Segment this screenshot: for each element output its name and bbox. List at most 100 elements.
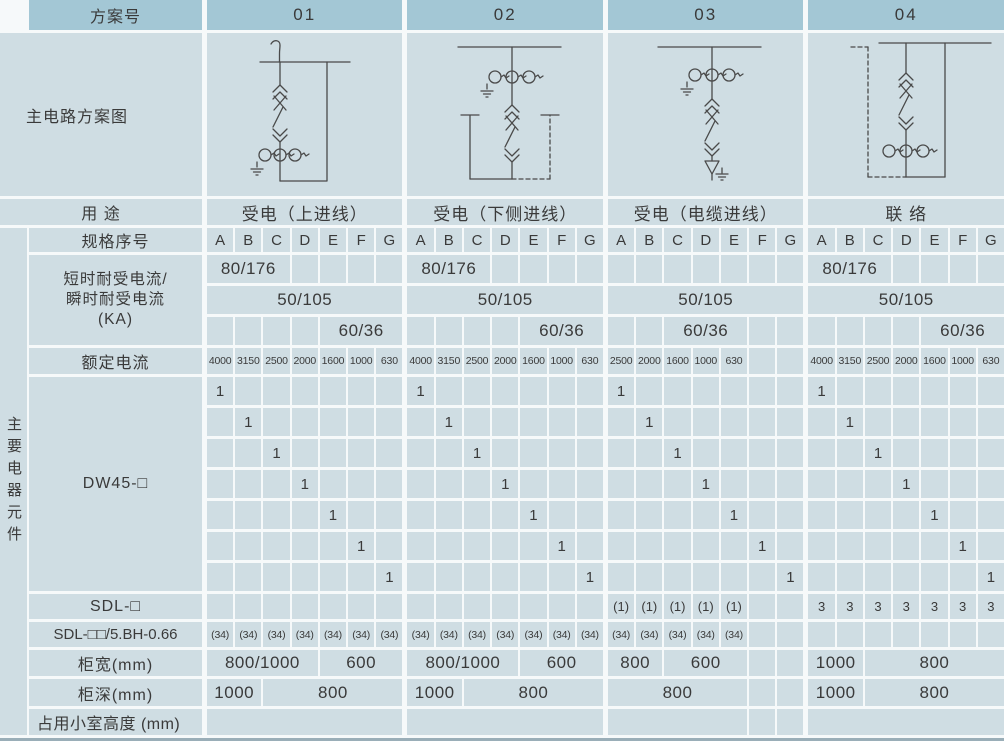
dw45-qty-cell <box>492 408 519 436</box>
dw45-qty-cell <box>720 470 748 498</box>
rated-current-cell: 1600 <box>664 348 691 374</box>
withstand-value-cell <box>777 317 804 345</box>
dw45-qty-cell <box>836 377 863 405</box>
one-line-diagram-incoming-top <box>250 40 351 182</box>
withstand-value-cell <box>893 317 920 345</box>
dw45-qty-cell <box>664 470 691 498</box>
dw45-qty-cell <box>808 563 835 591</box>
dw45-qty-cell <box>949 408 976 436</box>
dw45-qty-cell <box>492 532 519 560</box>
cabinet-depth-cell: 800 <box>607 679 748 706</box>
sdl2-qty-cell: (34) <box>348 622 375 647</box>
withstand-current-label-line1: 短时耐受电流/ <box>63 270 168 288</box>
dw45-breaker-label: DW45-□ <box>29 377 202 591</box>
spec-letter-cell: C <box>463 228 491 252</box>
cabinet-depth-cell <box>749 679 776 706</box>
sdl2-qty-cell <box>808 622 835 647</box>
cabinet-width-cell: 600 <box>664 650 748 676</box>
dw45-qty-cell <box>777 532 804 560</box>
spec-letter-cell: G <box>376 228 403 252</box>
withstand-value-cell <box>749 317 776 345</box>
withstand-value-cell <box>777 255 804 283</box>
withstand-value-cell <box>435 317 462 345</box>
compartment-height-cell <box>777 709 804 735</box>
sdl2-qty-cell <box>949 622 976 647</box>
cabinet-depth-cell: 1000 <box>207 679 262 706</box>
sdl-qty-cell <box>263 594 290 619</box>
sdl-qty-cell <box>777 594 804 619</box>
sdl2-qty-cell <box>777 622 804 647</box>
dw45-qty-cell <box>263 408 290 436</box>
dw45-qty-cell <box>636 501 663 529</box>
dw45-qty-cell <box>692 408 719 436</box>
withstand-value-cell <box>407 317 434 345</box>
spec-letter-cell: F <box>749 228 776 252</box>
sdl-qty-cell: 3 <box>836 594 863 619</box>
cabinet-width-cell: 800 <box>607 650 663 676</box>
dw45-qty-cell <box>749 470 776 498</box>
usage-scheme-01: 受电（上进线） <box>207 199 403 225</box>
rated-current-cell: 4000 <box>808 348 835 374</box>
dw45-qty-cell <box>921 532 948 560</box>
withstand-value-cell: 60/36 <box>520 317 603 345</box>
dw45-qty-cell <box>435 563 462 591</box>
dw45-qty-cell <box>235 439 262 467</box>
main-components-side-label: 主要电器元件 <box>0 228 27 735</box>
dw45-qty-cell <box>548 501 575 529</box>
dw45-qty-cell <box>720 439 748 467</box>
dw45-qty-cell <box>463 377 491 405</box>
sdl2-qty-cell: (34) <box>548 622 575 647</box>
spec-letter-cell: B <box>235 228 262 252</box>
withstand-value-cell: 50/105 <box>207 286 403 314</box>
sdl2-qty-cell: (34) <box>207 622 234 647</box>
sdl-qty-cell: 3 <box>977 594 1004 619</box>
dw45-qty-cell <box>348 501 375 529</box>
rated-current-cell: 2000 <box>893 348 920 374</box>
rated-current-label: 额定电流 <box>29 348 202 374</box>
compartment-height-cell <box>808 709 1004 735</box>
dw45-qty-cell <box>576 408 603 436</box>
dw45-qty-cell <box>921 377 948 405</box>
withstand-value-cell <box>492 317 519 345</box>
dw45-qty-cell <box>749 439 776 467</box>
rated-current-cell: 1000 <box>348 348 375 374</box>
dw45-qty-cell <box>235 501 262 529</box>
sdl-qty-cell <box>348 594 375 619</box>
withstand-current-label-line2: 瞬时耐受电流 <box>65 290 165 308</box>
cabinet-depth-cell: 1000 <box>808 679 863 706</box>
dw45-qty-cell: 1 <box>692 470 719 498</box>
sdl2-qty-cell: (34) <box>435 622 462 647</box>
dw45-qty-cell <box>749 563 776 591</box>
dw45-qty-cell <box>664 377 691 405</box>
dw45-qty-cell <box>607 439 635 467</box>
spec-letter-cell: A <box>808 228 835 252</box>
dw45-qty-cell <box>520 532 547 560</box>
sdl-qty-cell <box>520 594 547 619</box>
withstand-value-cell <box>977 255 1004 283</box>
sdl2-qty-cell: (34) <box>576 622 603 647</box>
dw45-qty-cell <box>207 470 234 498</box>
withstand-value-cell <box>291 317 318 345</box>
dw45-qty-cell <box>808 532 835 560</box>
dw45-qty-cell <box>777 470 804 498</box>
one-line-diagram-incoming-bottom <box>457 46 562 180</box>
sdl2-qty-cell <box>977 622 1004 647</box>
dw45-qty-cell <box>407 470 434 498</box>
dw45-qty-cell <box>692 439 719 467</box>
withstand-value-cell <box>893 255 920 283</box>
sdl-qty-cell: 3 <box>864 594 892 619</box>
withstand-value-cell: 50/105 <box>607 286 804 314</box>
dw45-qty-cell: 1 <box>607 377 635 405</box>
sdl2-qty-cell: (34) <box>720 622 748 647</box>
sdl-qty-cell: 3 <box>949 594 976 619</box>
rated-current-cell: 3150 <box>235 348 262 374</box>
withstand-value-cell: 80/176 <box>207 255 290 283</box>
dw45-qty-cell: 1 <box>291 470 318 498</box>
rated-current-cell: 1600 <box>520 348 547 374</box>
dw45-qty-cell <box>520 470 547 498</box>
dw45-qty-cell <box>664 408 691 436</box>
dw45-qty-cell <box>893 408 920 436</box>
circuit-diagram-01 <box>207 33 403 196</box>
spec-letter-cell: F <box>949 228 976 252</box>
dw45-qty-cell <box>808 408 835 436</box>
